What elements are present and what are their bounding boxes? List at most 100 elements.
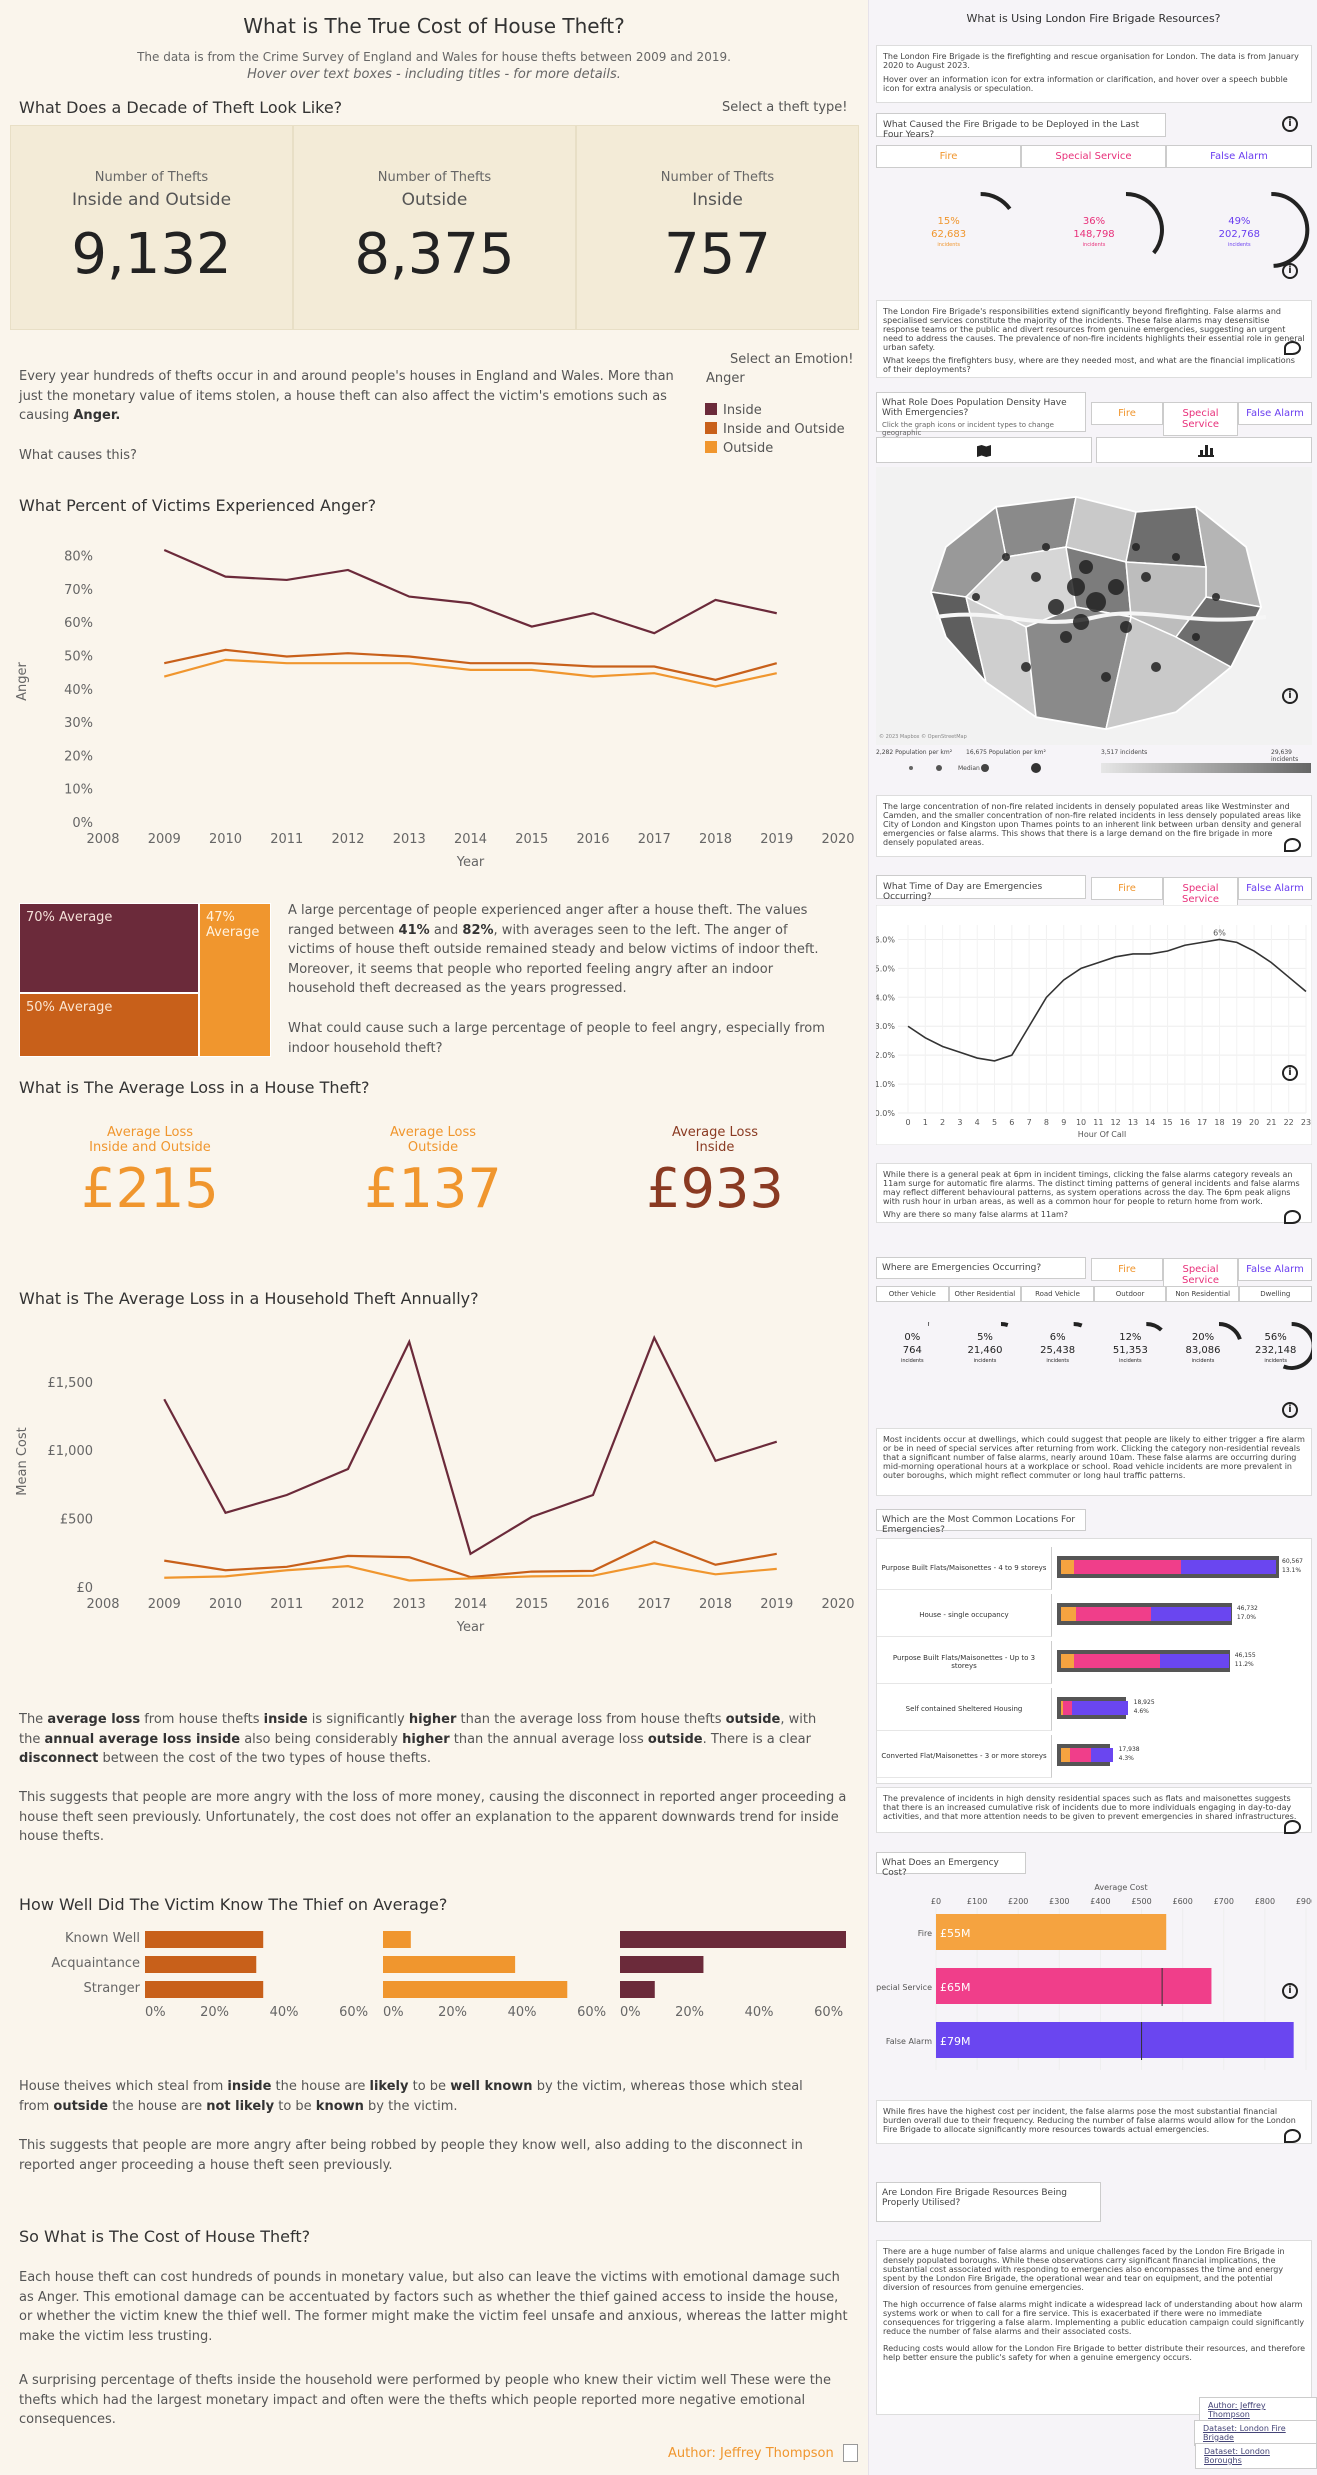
anger-analysis-text[interactable]: A large percentage of people experienced… bbox=[288, 903, 819, 996]
incident-dot[interactable] bbox=[1060, 631, 1072, 643]
incident-dot[interactable] bbox=[1151, 662, 1161, 672]
incident-dot[interactable] bbox=[1021, 662, 1031, 672]
document-icon[interactable] bbox=[843, 2444, 858, 2462]
location-bar-segment[interactable] bbox=[1159, 1654, 1229, 1668]
treemap-outside[interactable]: 47% Average bbox=[199, 903, 271, 1057]
kpi-inside-and-outside[interactable]: Number of Thefts Inside and Outside 9,13… bbox=[10, 125, 293, 330]
annual-loss-heading[interactable]: What is The Average Loss in a Household … bbox=[19, 1289, 479, 1308]
density-question[interactable]: What Role Does Population Density Have W… bbox=[876, 392, 1086, 437]
location-bar-segment[interactable] bbox=[1061, 1560, 1074, 1574]
location-bar-chart[interactable]: Purpose Built Flats/Maisonettes - 4 to 9… bbox=[876, 1538, 1312, 1784]
hour-line[interactable] bbox=[907, 938, 1307, 1062]
incident-dot[interactable] bbox=[1067, 578, 1085, 596]
analysis-text-5[interactable]: The prevalence of incidents in high dens… bbox=[876, 1787, 1312, 1833]
location-bar-segment[interactable] bbox=[1091, 1748, 1113, 1762]
info-icon[interactable]: i bbox=[1282, 1402, 1298, 1418]
series-line-inside[interactable] bbox=[163, 1335, 778, 1556]
treemap-inside-and-outside[interactable]: 50% Average bbox=[19, 993, 199, 1057]
incident-dot[interactable] bbox=[1073, 614, 1089, 630]
avg-loss-outside[interactable]: Average Loss Outside £137 bbox=[364, 1125, 502, 1220]
dataset-link-fire-brigade[interactable]: Dataset: London Fire Brigade bbox=[1194, 2420, 1317, 2446]
intro-text[interactable]: Every year hundreds of thefts occur in a… bbox=[19, 367, 679, 426]
tab-special-service[interactable]: Special Service bbox=[1021, 145, 1166, 168]
analysis-text-6[interactable]: While fires have the highest cost per in… bbox=[876, 2100, 1312, 2144]
anger-heading[interactable]: What Percent of Victims Experienced Ange… bbox=[19, 496, 377, 515]
analysis-text-4[interactable]: Most incidents occur at dwellings, which… bbox=[876, 1428, 1312, 1496]
map-tab-fire[interactable]: Fire bbox=[1091, 402, 1163, 425]
info-icon[interactable]: i bbox=[1282, 263, 1298, 279]
donut-arc[interactable] bbox=[1073, 1322, 1083, 1328]
borough[interactable] bbox=[1125, 506, 1207, 568]
incident-dot[interactable] bbox=[1048, 599, 1064, 615]
borough[interactable] bbox=[1105, 615, 1233, 731]
location-tab[interactable]: Non Residential bbox=[1166, 1286, 1239, 1302]
donut-arc[interactable] bbox=[1000, 1322, 1009, 1327]
dataset-link-boroughs[interactable]: Dataset: London Boroughs bbox=[1195, 2443, 1317, 2469]
info-icon[interactable]: i bbox=[1282, 1065, 1298, 1081]
bar[interactable] bbox=[383, 1956, 516, 1973]
incident-dot[interactable] bbox=[1079, 560, 1093, 574]
know-thief-bar-chart[interactable]: Known Well Acquaintance Stranger 0% 20% 40% 60… bbox=[0, 1920, 868, 2030]
utilised-question[interactable]: Are London Fire Brigade Resources Being … bbox=[876, 2182, 1101, 2222]
avg-loss-heading[interactable]: What is The Average Loss in a House Thef… bbox=[19, 1078, 370, 1097]
location-donuts[interactable]: 0% 764 incidents 5% 21,460 incidents 6% 25,438 i… bbox=[876, 1310, 1312, 1405]
know-thief-heading[interactable]: How Well Did The Victim Know The Thief o… bbox=[19, 1895, 448, 1914]
cost-bar[interactable] bbox=[936, 2022, 1294, 2058]
location-bar-segment[interactable] bbox=[1076, 1607, 1152, 1621]
analysis-text-3[interactable]: While there is a general peak at 6pm in … bbox=[876, 1163, 1312, 1223]
donut-arc[interactable] bbox=[1282, 1322, 1312, 1370]
speech-bubble-icon[interactable] bbox=[1284, 838, 1301, 852]
location-bar-segment[interactable] bbox=[1061, 1748, 1070, 1762]
incident-dot[interactable] bbox=[1101, 672, 1111, 682]
time-question[interactable]: What Time of Day are Emergencies Occurri… bbox=[876, 875, 1086, 902]
donut-arc[interactable] bbox=[1125, 192, 1164, 255]
borough[interactable] bbox=[1174, 596, 1263, 669]
incident-dot[interactable] bbox=[1031, 572, 1041, 582]
emergency-cost-bar-chart[interactable]: Average Cost £0 £100 £200 £300 £400 £500 £600 £7… bbox=[876, 1880, 1312, 2070]
bar[interactable] bbox=[145, 1956, 257, 1973]
bar[interactable] bbox=[145, 1931, 264, 1948]
know-thief-text[interactable]: House theives which steal from inside th… bbox=[19, 2077, 819, 2116]
incident-dot[interactable] bbox=[1086, 592, 1106, 612]
analysis-text-1[interactable]: The London Fire Brigade's responsibiliti… bbox=[876, 300, 1312, 378]
location-tab[interactable]: Road Vehicle bbox=[1021, 1286, 1094, 1302]
donut-arc[interactable] bbox=[1271, 192, 1310, 268]
bar[interactable] bbox=[620, 1956, 704, 1973]
speech-bubble-icon[interactable] bbox=[1284, 2129, 1301, 2143]
where-tab-fire[interactable]: Fire bbox=[1091, 1258, 1163, 1281]
speech-bubble-icon[interactable] bbox=[1284, 1820, 1301, 1834]
avg-loss-inside-and-outside[interactable]: Average Loss Inside and Outside £215 bbox=[81, 1125, 219, 1220]
analysis-text-7[interactable]: There are a huge number of false alarms … bbox=[876, 2240, 1312, 2415]
incident-dot[interactable] bbox=[1132, 543, 1140, 551]
incident-dot[interactable] bbox=[1172, 553, 1180, 561]
incident-type-donuts[interactable]: 15% 62,683 incidents 36% 148,798 incidents 49%… bbox=[876, 180, 1312, 295]
legend-item-outside[interactable]: Outside bbox=[705, 441, 845, 460]
theft-type-selector[interactable]: Select a theft type! bbox=[722, 100, 848, 115]
cost-bar[interactable] bbox=[936, 1968, 1212, 2004]
cost-bar[interactable] bbox=[936, 1914, 1167, 1950]
bar[interactable] bbox=[383, 1931, 411, 1948]
info-icon[interactable]: i bbox=[1282, 116, 1298, 132]
speech-bubble-icon[interactable] bbox=[1284, 1210, 1301, 1224]
bar[interactable] bbox=[145, 1981, 264, 1998]
causes-question[interactable]: What Caused the Fire Brigade to be Deplo… bbox=[876, 113, 1166, 140]
location-bar-segment[interactable] bbox=[1073, 1560, 1182, 1574]
legend-item-inside[interactable]: Inside bbox=[705, 403, 845, 422]
loss-analysis-text[interactable]: The average loss from house thefts insid… bbox=[19, 1710, 819, 1769]
kpi-inside[interactable]: Number of Thefts Inside 757 bbox=[576, 125, 859, 330]
where-question[interactable]: Where are Emergencies Occurring? bbox=[876, 1257, 1086, 1279]
location-bar-segment[interactable] bbox=[1063, 1701, 1072, 1715]
incident-dot[interactable] bbox=[1141, 572, 1151, 582]
avg-loss-inside[interactable]: Average Loss Inside £933 bbox=[646, 1125, 784, 1220]
anger-line-chart[interactable]: 0% 10% 20% 30% 40% 50% 60% 70% 80% 2008 2009 2010 20… bbox=[0, 520, 868, 890]
hour-line-chart[interactable]: 0.0%1.0%2.0%3.0%4.0%5.0%6.0%0 1 2 3 4 5 6 7 8 9 10… bbox=[876, 905, 1312, 1145]
author-link[interactable]: Author: Jeffrey Thompson bbox=[1199, 2397, 1317, 2423]
location-bar-segment[interactable] bbox=[1069, 1748, 1092, 1762]
kpi-outside[interactable]: Number of Thefts Outside 8,375 bbox=[293, 125, 576, 330]
location-tab[interactable]: Other Vehicle bbox=[876, 1286, 949, 1302]
location-tab[interactable]: Dwelling bbox=[1239, 1286, 1312, 1302]
common-locations-question[interactable]: Which are the Most Common Locations For … bbox=[876, 1509, 1086, 1535]
map-tab-false-alarm[interactable]: False Alarm bbox=[1238, 402, 1312, 425]
location-bar-segment[interactable] bbox=[1073, 1654, 1160, 1668]
map-view-button[interactable] bbox=[876, 437, 1092, 463]
